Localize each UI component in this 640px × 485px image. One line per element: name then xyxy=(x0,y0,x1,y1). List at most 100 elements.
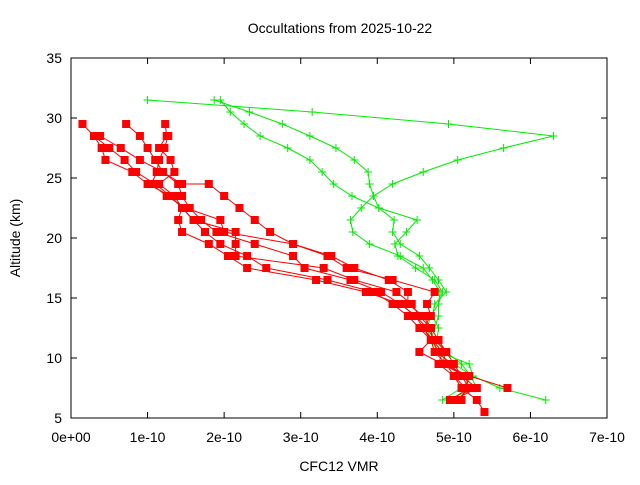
data-point-square xyxy=(438,348,447,356)
data-point-square xyxy=(178,180,187,188)
data-point-square xyxy=(342,264,351,272)
data-point-square xyxy=(434,360,443,368)
data-point-square xyxy=(350,264,359,272)
data-point-square xyxy=(426,324,435,332)
data-point-square xyxy=(415,312,424,320)
data-point-plus xyxy=(365,240,374,248)
data-point-plus xyxy=(541,396,550,404)
data-point-square xyxy=(388,300,397,308)
data-point-square xyxy=(220,228,229,236)
series-2 xyxy=(216,96,481,404)
data-point-square xyxy=(178,204,187,212)
data-point-square xyxy=(480,408,489,416)
x-tick-label: 3e-10 xyxy=(283,429,319,445)
y-axis-label: Altitude (km) xyxy=(7,199,23,278)
data-point-square xyxy=(419,324,428,332)
series-4 xyxy=(122,120,474,404)
data-point-plus xyxy=(240,120,249,128)
data-point-plus xyxy=(216,96,225,104)
data-point-square xyxy=(430,288,439,296)
data-point-plus xyxy=(305,156,314,164)
data-point-square xyxy=(78,120,87,128)
x-tick-label: 1e-10 xyxy=(130,429,166,445)
data-point-plus xyxy=(442,288,451,296)
data-point-plus xyxy=(226,108,235,116)
data-point-plus xyxy=(369,192,378,200)
chart-title: Occultations from 2025-10-22 xyxy=(248,20,433,36)
data-point-square xyxy=(503,384,512,392)
data-point-square xyxy=(235,204,244,212)
data-point-square xyxy=(178,228,187,236)
data-point-square xyxy=(120,156,129,164)
data-point-plus xyxy=(425,264,434,272)
data-point-square xyxy=(243,252,252,260)
data-point-square xyxy=(166,156,175,164)
data-point-plus xyxy=(318,168,327,176)
data-point-plus xyxy=(413,216,422,224)
series-0 xyxy=(143,96,558,404)
data-point-square xyxy=(423,300,432,308)
data-point-square xyxy=(403,312,412,320)
data-point-plus xyxy=(348,228,357,236)
data-point-square xyxy=(461,384,470,392)
data-point-plus xyxy=(434,276,443,284)
data-point-square xyxy=(135,156,144,164)
data-point-square xyxy=(162,132,171,140)
data-point-square xyxy=(449,360,458,368)
x-tick-label: 6e-10 xyxy=(513,429,549,445)
data-point-plus xyxy=(396,252,405,260)
data-point-square xyxy=(143,180,152,188)
data-point-plus xyxy=(499,144,508,152)
data-point-square xyxy=(155,180,164,188)
data-point-square xyxy=(89,132,98,140)
data-point-square xyxy=(250,240,259,248)
x-tick-label: 5e-10 xyxy=(436,429,472,445)
series-line xyxy=(125,123,470,401)
data-point-square xyxy=(377,288,386,296)
data-point-square xyxy=(289,252,298,260)
data-point-square xyxy=(170,168,179,176)
data-point-square xyxy=(135,132,144,140)
data-point-square xyxy=(101,156,110,164)
data-point-square xyxy=(152,168,161,176)
data-point-plus xyxy=(390,216,399,224)
data-point-square xyxy=(97,144,106,152)
data-point-square xyxy=(396,300,405,308)
data-point-square xyxy=(472,396,481,404)
data-point-square xyxy=(243,264,252,272)
data-point-square xyxy=(212,228,221,236)
data-point-square xyxy=(216,240,225,248)
data-point-square xyxy=(231,240,240,248)
data-point-square xyxy=(319,264,328,272)
data-point-square xyxy=(449,372,458,380)
data-point-plus xyxy=(365,180,374,188)
data-point-square xyxy=(223,252,232,260)
data-point-square xyxy=(231,252,240,260)
data-point-square xyxy=(250,216,259,224)
data-point-plus xyxy=(308,108,317,116)
x-tick-label: 4e-10 xyxy=(359,429,395,445)
data-point-plus xyxy=(457,360,466,368)
data-point-square xyxy=(197,216,206,224)
data-point-plus xyxy=(278,120,287,128)
data-point-plus xyxy=(357,204,366,212)
data-point-plus xyxy=(346,216,355,224)
data-point-square xyxy=(105,144,114,152)
y-tick-label: 15 xyxy=(46,290,62,306)
series-8 xyxy=(155,120,470,404)
series-line xyxy=(158,123,466,401)
y-tick-label: 5 xyxy=(54,410,62,426)
data-point-square xyxy=(266,228,275,236)
data-point-plus xyxy=(396,240,405,248)
y-tick-label: 20 xyxy=(46,230,62,246)
data-point-square xyxy=(350,276,359,284)
data-point-plus xyxy=(411,264,420,272)
data-point-plus xyxy=(245,108,254,116)
data-point-square xyxy=(155,144,164,152)
y-tick-label: 30 xyxy=(46,110,62,126)
x-tick-label: 2e-10 xyxy=(206,429,242,445)
data-point-plus xyxy=(415,252,424,260)
series-line xyxy=(93,135,508,389)
data-point-plus xyxy=(430,300,439,308)
data-point-square xyxy=(407,300,416,308)
